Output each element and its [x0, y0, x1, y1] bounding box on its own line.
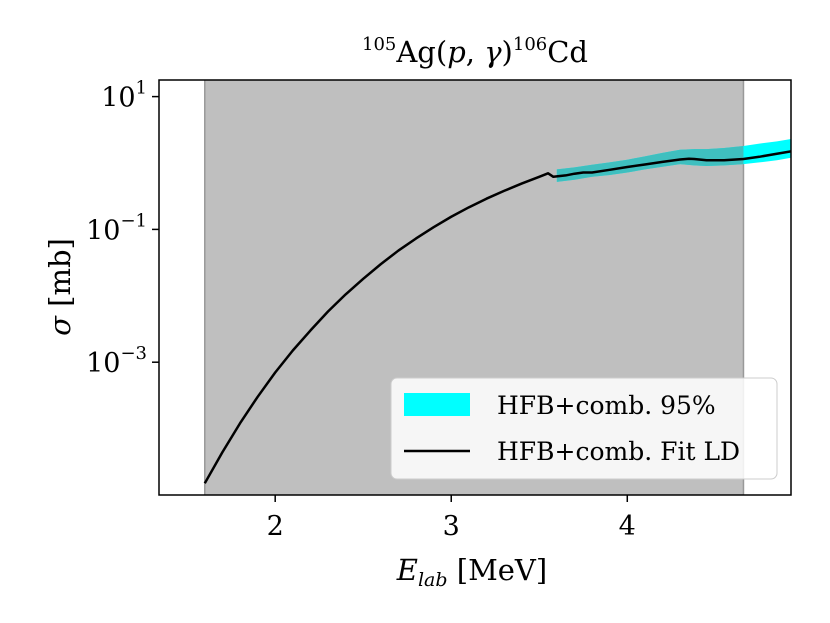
series-line-0: [203, 150, 791, 484]
legend-band-swatch: [404, 393, 470, 416]
series-layer: [203, 150, 791, 484]
y-tick-label: 10−1: [86, 210, 147, 246]
y-axis-ticks: 101 10−1 10−3: [86, 78, 159, 379]
x-axis-ticks: 2 3 4: [267, 495, 636, 542]
y-axis-label: σ [mb]: [43, 238, 77, 336]
legend: HFB+comb. 95% HFB+comb. Fit LD: [390, 377, 778, 480]
legend-label-band: HFB+comb. 95%: [497, 391, 716, 420]
x-axis-label: Elab [MeV]: [396, 553, 547, 591]
x-tick-label: 2: [267, 511, 284, 542]
y-tick-label: 10−3: [86, 343, 147, 379]
y-tick-label: 101: [101, 78, 147, 114]
chart-title: 105Ag(p, γ)106Cd: [362, 34, 588, 69]
x-tick-label: 4: [619, 511, 636, 542]
legend-label-fit: HFB+comb. Fit LD: [497, 437, 740, 466]
plot-frame: [158, 79, 792, 496]
x-tick-label: 3: [443, 511, 460, 542]
legend-box: [390, 377, 778, 480]
